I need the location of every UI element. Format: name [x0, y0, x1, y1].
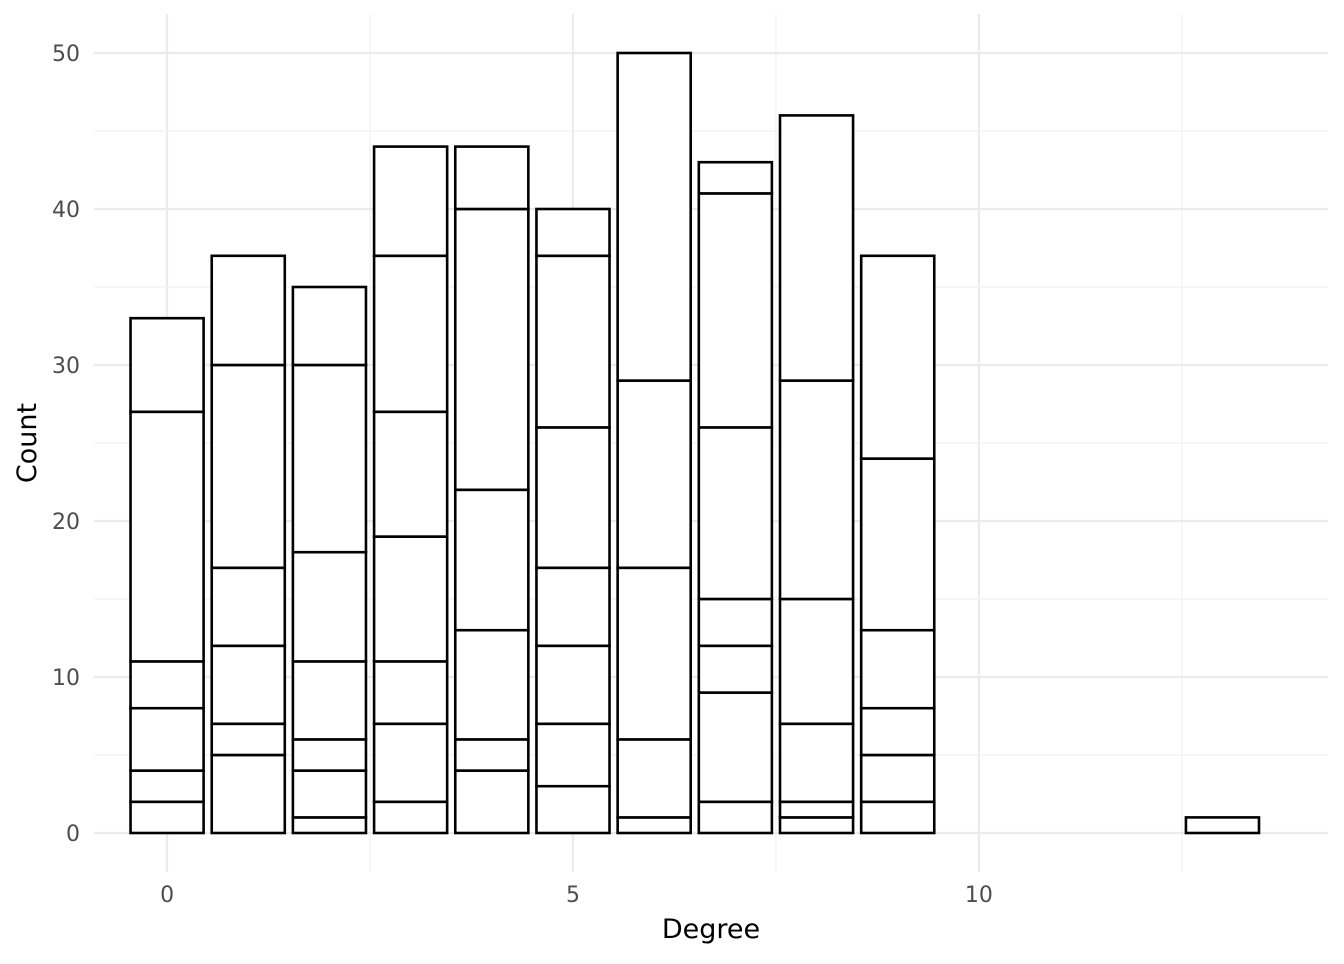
bar-segment [129, 410, 205, 663]
bar-segment [453, 145, 530, 211]
bar-stack [129, 316, 205, 835]
bar-segment [129, 706, 205, 772]
bar-segment [535, 426, 611, 570]
bar-segment [129, 800, 205, 835]
y-axis-title: Count [12, 403, 43, 483]
bar-segment [372, 722, 449, 804]
bar-segment [291, 816, 368, 835]
bar-segment [372, 410, 449, 538]
tick-labels: 0 5 10 0 10 20 30 40 50 [52, 42, 993, 908]
bar-segment [778, 597, 855, 726]
bar-stack [859, 254, 936, 835]
bar-segment [859, 706, 936, 757]
bar-segment [778, 800, 855, 819]
y-tick-label: 0 [66, 822, 80, 847]
x-tick-label: 10 [965, 883, 993, 908]
bar-stack [616, 51, 693, 835]
bar-segment [210, 363, 287, 570]
bar-segment [535, 207, 611, 258]
bar-segment [697, 691, 774, 804]
bar-segment [372, 660, 449, 726]
bar-segment [291, 285, 368, 367]
bar-segment [616, 816, 693, 835]
bar-segment [697, 597, 774, 648]
bar-segment [1184, 816, 1261, 835]
bar-segment [453, 769, 530, 835]
bar-segment [859, 628, 936, 710]
bar-segment [129, 660, 205, 710]
bar-segment [210, 254, 287, 367]
bar-stack [1184, 816, 1261, 835]
bar-segment [291, 363, 368, 554]
bar-segment [453, 628, 530, 741]
bar-stack [453, 145, 530, 835]
bar-segment [535, 644, 611, 726]
bar-segment [535, 254, 611, 429]
bar-segment [616, 51, 693, 382]
x-tick-label: 0 [160, 883, 174, 908]
bar-stack [291, 285, 368, 835]
bar-segment [535, 784, 611, 835]
bar-segment [778, 722, 855, 804]
y-tick-label: 10 [52, 666, 80, 691]
bar-segment [372, 535, 449, 663]
bar-segment [210, 566, 287, 648]
bar-stack [697, 160, 774, 835]
bar-segment [859, 254, 936, 460]
bar-segment [291, 769, 368, 819]
bar-segment [210, 644, 287, 726]
bar-segment [697, 160, 774, 195]
bar-segment [535, 722, 611, 788]
y-tick-label: 20 [52, 510, 80, 535]
bar-stack [372, 145, 449, 835]
bar-segment [859, 800, 936, 835]
bar-segment [778, 816, 855, 835]
bar-segment [210, 753, 287, 835]
bar-segment [210, 722, 287, 757]
y-tick-label: 30 [52, 354, 80, 379]
bar-segment [291, 550, 368, 663]
x-axis-title: Degree [662, 914, 760, 945]
bar-segment [291, 660, 368, 741]
bars [129, 51, 1261, 835]
bar-segment [859, 457, 936, 632]
bar-segment [697, 426, 774, 601]
bar-segment [372, 254, 449, 414]
bar-segment [697, 800, 774, 835]
bar-segment [778, 114, 855, 382]
bar-stack [535, 207, 611, 835]
bar-segment [129, 769, 205, 804]
bar-segment [535, 566, 611, 648]
bar-segment [372, 145, 449, 258]
x-tick-label: 5 [566, 883, 580, 908]
bar-segment [616, 566, 693, 741]
bar-segment [453, 207, 530, 492]
bar-stack [210, 254, 287, 835]
bar-stack [778, 114, 855, 835]
y-tick-label: 50 [52, 42, 80, 67]
y-tick-label: 40 [52, 198, 80, 223]
bar-segment [453, 488, 530, 632]
bar-segment [616, 379, 693, 570]
bar-segment [697, 192, 774, 429]
bar-segment [372, 800, 449, 835]
bar-segment [616, 738, 693, 819]
bar-segment [697, 644, 774, 694]
bar-segment [129, 316, 205, 414]
bar-segment [291, 738, 368, 772]
bar-segment [859, 753, 936, 804]
bar-segment [453, 738, 530, 772]
bar-segment [778, 379, 855, 601]
